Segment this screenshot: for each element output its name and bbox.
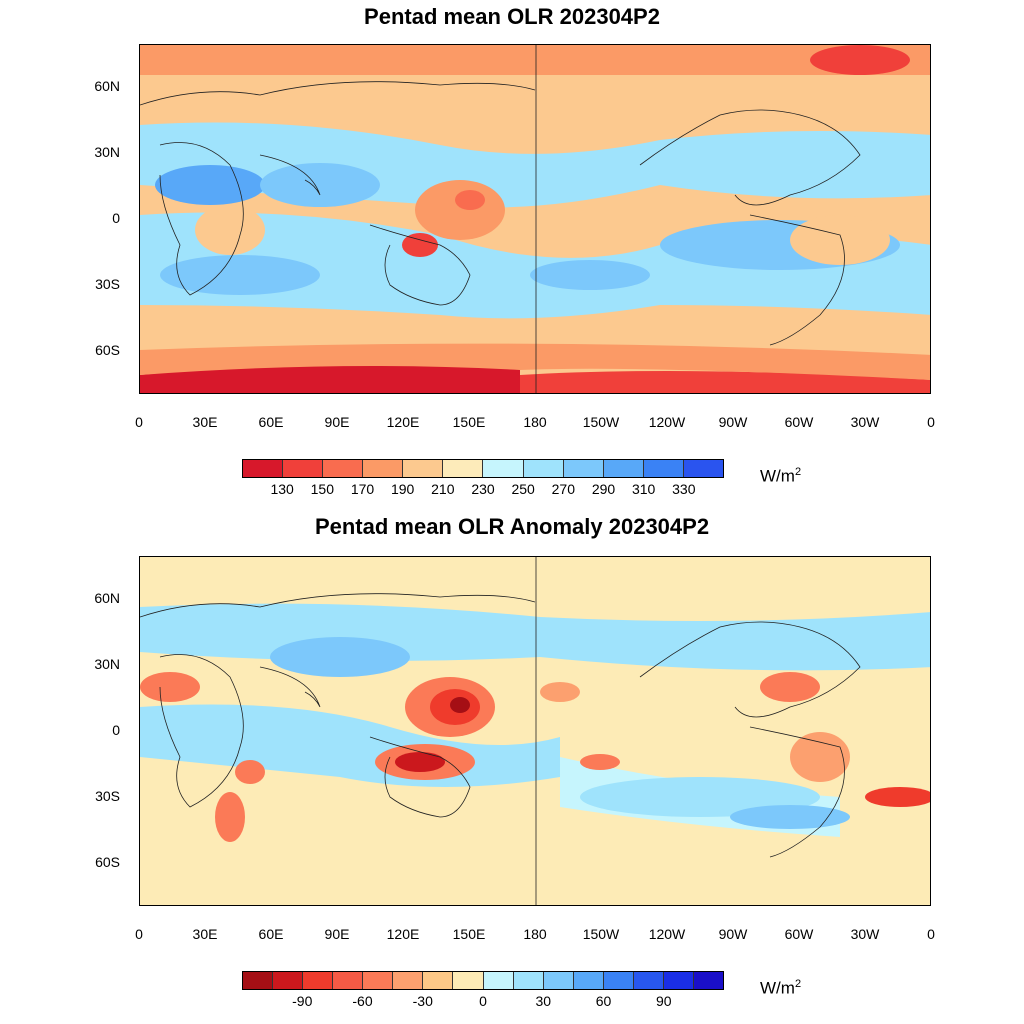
lon-label: 90E xyxy=(324,414,350,430)
olr-anomaly-field xyxy=(140,557,930,905)
lon-label: 150E xyxy=(452,926,486,942)
colorbar-label: 190 xyxy=(390,481,415,497)
lon-label: 30W xyxy=(850,414,880,430)
lon-label: 120W xyxy=(648,926,686,942)
colorbar-swatch xyxy=(563,460,604,477)
lat-label-30s: 30S xyxy=(95,788,120,804)
colorbar-swatch xyxy=(403,460,444,477)
lon-label: 60E xyxy=(258,926,284,942)
colorbar-swatch xyxy=(283,460,324,477)
colorbar-label: 270 xyxy=(551,481,575,497)
panel-title: Pentad mean OLR Anomaly 202304P2 xyxy=(314,514,710,539)
colorbar-label: 60 xyxy=(595,993,612,1009)
lon-label: 120E xyxy=(386,414,420,430)
lat-label-60n: 60N xyxy=(94,590,120,606)
colorbar-swatch xyxy=(363,972,394,989)
lon-label: 120W xyxy=(648,414,686,430)
colorbar-swatch xyxy=(663,972,694,989)
colorbar-label: -90 xyxy=(292,993,313,1009)
colorbar-swatch xyxy=(603,460,644,477)
colorbar xyxy=(242,971,724,990)
colorbar-label: 210 xyxy=(431,481,455,497)
colorbar-swatch xyxy=(303,972,334,989)
colorbar-swatch xyxy=(693,972,723,989)
colorbar-swatch xyxy=(453,972,484,989)
colorbar-label: -30 xyxy=(412,993,433,1009)
colorbar-swatch xyxy=(243,972,274,989)
colorbar-swatch xyxy=(273,972,304,989)
lon-label: 90E xyxy=(324,926,350,942)
colorbar-swatch xyxy=(423,972,454,989)
unit-label: W/m2 xyxy=(760,466,802,486)
colorbar-label: 170 xyxy=(350,481,375,497)
colorbar-label: -60 xyxy=(352,993,373,1009)
colorbar-swatch xyxy=(363,460,404,477)
lon-label: 120E xyxy=(386,926,420,942)
lon-label: 30W xyxy=(850,926,880,942)
colorbar-label: 310 xyxy=(631,481,656,497)
lon-label: 180 xyxy=(523,926,547,942)
lat-label-0: 0 xyxy=(112,210,120,226)
lon-label: 180 xyxy=(523,414,547,430)
lon-label: 0 xyxy=(135,414,143,430)
colorbar-swatch xyxy=(443,460,484,477)
lon-label: 150W xyxy=(582,414,620,430)
lat-label-60n: 60N xyxy=(94,78,120,94)
olr-map xyxy=(139,44,931,394)
lon-label: 30E xyxy=(192,414,218,430)
colorbar-swatch xyxy=(323,460,364,477)
lat-label-30n: 30N xyxy=(94,656,120,672)
lon-label: 60E xyxy=(258,414,284,430)
lon-label: 0 xyxy=(927,414,935,430)
colorbar-swatch xyxy=(523,460,564,477)
panel-title: Pentad mean OLR 202304P2 xyxy=(364,4,660,29)
lon-label: 0 xyxy=(927,926,935,942)
colorbar-swatch xyxy=(483,972,514,989)
colorbar-swatch xyxy=(393,972,424,989)
unit-label: W/m2 xyxy=(760,978,802,998)
lon-label: 90W xyxy=(718,926,748,942)
colorbar-swatch xyxy=(683,460,723,477)
lat-label-60s: 60S xyxy=(95,854,120,870)
olr-anomaly-map xyxy=(139,556,931,906)
colorbar-swatch xyxy=(483,460,524,477)
lon-label: 60W xyxy=(784,414,814,430)
lon-label: 150E xyxy=(452,414,486,430)
colorbar-label: 290 xyxy=(591,481,616,497)
lon-label: 60W xyxy=(784,926,814,942)
colorbar-label: 0 xyxy=(479,993,487,1009)
colorbar-swatch xyxy=(633,972,664,989)
lon-label: 90W xyxy=(718,414,748,430)
lon-label: 0 xyxy=(135,926,143,942)
colorbar-swatch xyxy=(243,460,284,477)
colorbar-label: 30 xyxy=(535,993,552,1009)
colorbar-swatch xyxy=(513,972,544,989)
colorbar-label: 130 xyxy=(270,481,294,497)
colorbar xyxy=(242,459,724,478)
colorbar-swatch xyxy=(543,972,574,989)
olr-field xyxy=(140,45,930,393)
colorbar-label: 250 xyxy=(511,481,535,497)
lat-label-30s: 30S xyxy=(95,276,120,292)
colorbar-label: 230 xyxy=(471,481,495,497)
lat-label-60s: 60S xyxy=(95,342,120,358)
colorbar-label: 150 xyxy=(310,481,334,497)
lon-label: 30E xyxy=(192,926,218,942)
colorbar-swatch xyxy=(573,972,604,989)
colorbar-label: 330 xyxy=(672,481,696,497)
colorbar-swatch xyxy=(333,972,364,989)
colorbar-label: 90 xyxy=(655,993,672,1009)
colorbar-swatch xyxy=(643,460,684,477)
lat-label-0: 0 xyxy=(112,722,120,738)
lon-label: 150W xyxy=(582,926,620,942)
lat-label-30n: 30N xyxy=(94,144,120,160)
colorbar-swatch xyxy=(603,972,634,989)
